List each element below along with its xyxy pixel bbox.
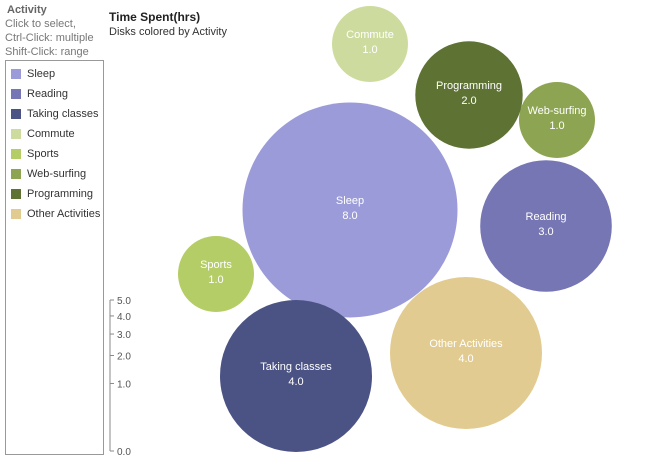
legend-label-sleep: Sleep — [27, 68, 56, 80]
bubble-value-label: 4.0 — [288, 376, 303, 388]
bubble-disk-web-surfing[interactable] — [519, 82, 595, 158]
bubble-disk-taking-classes[interactable] — [220, 300, 372, 452]
legend-item-reading[interactable]: Reading — [11, 86, 68, 102]
bubble-programming[interactable]: Programming 2.0 — [415, 41, 523, 149]
bubble-name-label: Other Activities — [429, 338, 503, 350]
bubble-disk-other-activities[interactable] — [390, 277, 542, 429]
legend-hint-range: Shift-Click: range — [5, 46, 89, 58]
size-axis-tick-label: 5.0 — [117, 296, 131, 307]
bubble-group: Sleep 8.0 Reading 3.0 Taking classes 4.0 Commu… — [178, 6, 612, 452]
bubble-other-activities[interactable]: Other Activities 4.0 — [390, 277, 542, 429]
legend-item-sports[interactable]: Sports — [11, 146, 59, 162]
legend-swatch-reading — [11, 89, 21, 99]
bubble-taking-classes[interactable]: Taking classes 4.0 — [220, 300, 372, 452]
bubble-name-label: Taking classes — [260, 361, 332, 373]
bubble-sleep[interactable]: Sleep 8.0 — [242, 102, 458, 318]
bubble-value-label: 3.0 — [538, 226, 553, 238]
bubble-value-label: 1.0 — [549, 120, 564, 132]
bubble-value-label: 8.0 — [342, 210, 357, 222]
size-axis-tick-label: 3.0 — [117, 330, 131, 341]
bubble-commute[interactable]: Commute 1.0 — [332, 6, 408, 82]
bubble-disk-reading[interactable] — [480, 160, 612, 292]
bubble-name-label: Web-surfing — [527, 105, 586, 117]
legend-item-other-activities[interactable]: Other Activities — [11, 206, 100, 222]
size-scale-axis: 0.0 1.0 2.0 3.0 4.0 5.0 — [109, 296, 131, 458]
bubble-web-surfing[interactable]: Web-surfing 1.0 — [519, 82, 595, 158]
legend-label-programming: Programming — [27, 188, 94, 200]
legend-item-commute[interactable]: Commute — [11, 126, 75, 142]
bubble-name-label: Sports — [200, 259, 232, 271]
bubble-name-label: Sleep — [336, 195, 364, 207]
bubble-reading[interactable]: Reading 3.0 — [480, 160, 612, 292]
legend-swatch-taking-classes — [11, 109, 21, 119]
legend-label-taking-classes: Taking classes — [27, 108, 99, 120]
size-axis-tick-label: 0.0 — [117, 447, 131, 458]
bubble-name-label: Commute — [346, 29, 394, 41]
legend-swatch-sports — [11, 149, 21, 159]
bubble-name-label: Reading — [526, 211, 567, 223]
chart-title: Time Spent(hrs) — [109, 10, 201, 24]
legend-hint-select: Click to select, — [5, 18, 76, 30]
legend-item-web-surfing[interactable]: Web-surfing — [11, 166, 86, 182]
bubble-disk-sleep[interactable] — [242, 102, 458, 318]
legend-swatch-commute — [11, 129, 21, 139]
bubble-value-label: 1.0 — [362, 44, 377, 56]
legend-swatch-web-surfing — [11, 169, 21, 179]
legend-swatch-programming — [11, 189, 21, 199]
legend-item-programming[interactable]: Programming — [11, 186, 93, 202]
legend-label-reading: Reading — [27, 88, 68, 100]
bubble-name-label: Programming — [436, 80, 502, 92]
size-axis-tick-label: 2.0 — [117, 351, 131, 362]
legend-hint-multiple: Ctrl-Click: multiple — [5, 32, 94, 44]
legend-title: Activity — [7, 4, 47, 16]
legend-label-web-surfing: Web-surfing — [27, 168, 87, 180]
bubble-disk-sports[interactable] — [178, 236, 254, 312]
legend-item-taking-classes[interactable]: Taking classes — [11, 106, 99, 122]
legend-item-sleep[interactable]: Sleep — [11, 66, 55, 82]
bubble-disk-programming[interactable] — [415, 41, 523, 149]
size-axis-tick-label: 1.0 — [117, 379, 131, 390]
bubble-sports[interactable]: Sports 1.0 — [178, 236, 254, 312]
bubble-value-label: 1.0 — [208, 274, 223, 286]
bubble-value-label: 2.0 — [461, 95, 476, 107]
legend-box: Sleep Reading Taking classes Commute Spo… — [5, 60, 104, 455]
legend-label-other-activities: Other Activities — [27, 208, 101, 220]
bubble-disk-commute[interactable] — [332, 6, 408, 82]
chart-subtitle: Disks colored by Activity — [109, 26, 227, 38]
size-axis-tick-label: 4.0 — [117, 312, 131, 323]
bubble-value-label: 4.0 — [458, 353, 473, 365]
legend-swatch-other-activities — [11, 209, 21, 219]
legend-label-sports: Sports — [27, 148, 59, 160]
legend-swatch-sleep — [11, 69, 21, 79]
legend-label-commute: Commute — [27, 128, 75, 140]
